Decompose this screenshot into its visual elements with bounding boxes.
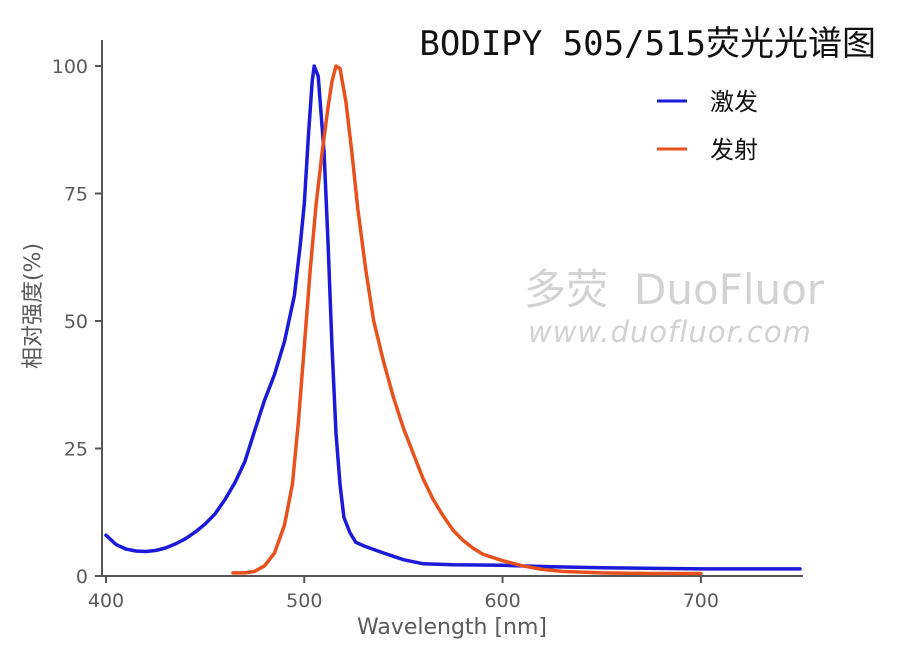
x-tick-label: 400 <box>88 590 124 612</box>
series-group <box>104 64 802 576</box>
legend-label: 发射 <box>710 136 758 164</box>
legend-label: 激发 <box>710 88 758 116</box>
series-line-0 <box>104 64 802 571</box>
axes: 0 25 50 75 100 400 500 600 700 <box>52 40 803 612</box>
y-tick-label: 100 <box>52 56 88 78</box>
y-axis-title: 相对强度(%) <box>21 243 46 369</box>
x-ticks: 400 500 600 700 <box>88 576 719 612</box>
x-tick-label: 700 <box>683 590 719 612</box>
watermark-brand: DuoFluor <box>634 265 825 314</box>
watermark: 多荧 DuoFluor www.duofluor.com <box>524 265 825 349</box>
x-tick-label: 600 <box>484 590 520 612</box>
x-axis-title: Wavelength [nm] <box>357 615 547 640</box>
y-ticks: 0 25 50 75 100 <box>52 56 102 588</box>
x-tick-label: 500 <box>286 590 322 612</box>
y-tick-label: 75 <box>64 184 88 206</box>
y-tick-label: 25 <box>64 439 88 461</box>
y-tick-label: 50 <box>64 311 88 333</box>
series-line-1 <box>231 64 703 576</box>
watermark-chinese: 多荧 <box>524 265 608 314</box>
chart-title: BODIPY 505/515荧光光谱图 <box>419 24 876 64</box>
y-tick-label: 0 <box>76 566 88 588</box>
watermark-url: www.duofluor.com <box>528 315 812 349</box>
